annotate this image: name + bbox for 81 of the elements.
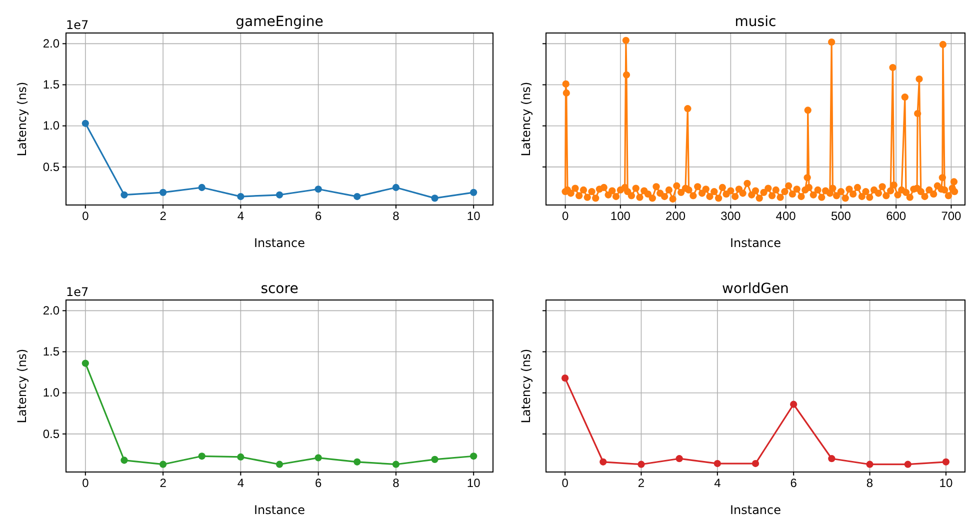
point xyxy=(470,188,478,196)
point xyxy=(82,120,89,127)
point xyxy=(120,456,128,464)
point xyxy=(600,458,607,466)
y-axis-title: Latency (ns) xyxy=(519,82,533,156)
x-tick-label: 400 xyxy=(776,209,796,224)
point xyxy=(392,184,400,192)
point xyxy=(638,460,645,468)
x-tick-label: 600 xyxy=(886,209,906,224)
x-tick-label: 8 xyxy=(392,209,400,224)
point xyxy=(354,192,361,200)
x-tick-label: 8 xyxy=(392,476,400,490)
point xyxy=(159,188,167,196)
y-tick-label: 1.5 xyxy=(42,344,60,359)
chart-title: score xyxy=(260,281,298,297)
x-tick-label: 0 xyxy=(562,476,569,490)
point xyxy=(828,455,836,462)
chart-title: music xyxy=(734,14,776,30)
y-tick-label: 0.5 xyxy=(42,160,60,174)
x-tick-label: 100 xyxy=(610,209,631,224)
text: 1e7 xyxy=(66,285,89,299)
x-tick-label: 4 xyxy=(237,476,244,490)
point xyxy=(276,460,284,468)
point xyxy=(120,191,128,198)
point xyxy=(82,360,89,367)
point xyxy=(676,455,683,462)
y-tick-label: 2.0 xyxy=(42,304,60,318)
x-tick-label: 10 xyxy=(466,209,481,224)
point xyxy=(198,184,206,192)
point xyxy=(866,460,874,468)
point xyxy=(904,460,912,468)
point xyxy=(314,186,322,193)
y-tick-label: 1.0 xyxy=(42,118,60,133)
x-tick-label: 0 xyxy=(82,476,90,490)
point xyxy=(354,458,361,466)
chart-title: worldGen xyxy=(722,281,789,297)
y-tick-label: 1.5 xyxy=(42,78,60,92)
x-tick-label: 8 xyxy=(866,476,874,490)
point xyxy=(790,400,798,408)
y-tick-label: 0.5 xyxy=(42,426,60,441)
x-tick-label: 300 xyxy=(720,209,742,224)
point xyxy=(714,460,721,468)
point xyxy=(237,453,244,461)
point xyxy=(470,452,478,460)
x-tick-label: 6 xyxy=(314,209,322,224)
y-axis-title: Latency (ns) xyxy=(519,348,533,424)
x-tick-label: 2 xyxy=(160,209,167,224)
point xyxy=(276,191,284,198)
y-tick-label: 2.0 xyxy=(42,36,60,51)
text: 1e7 xyxy=(66,18,89,32)
x-axis-title: Instance xyxy=(730,236,782,250)
x-axis-title: Instance xyxy=(254,236,306,250)
x-axis-title: Instance xyxy=(730,503,782,517)
x-tick-label: 6 xyxy=(314,476,322,490)
x-tick-label: 0 xyxy=(82,209,90,224)
point xyxy=(392,460,400,468)
x-tick-label: 10 xyxy=(939,476,953,490)
point xyxy=(431,456,438,463)
chart-title: gameEngine xyxy=(236,14,324,30)
x-tick-label: 200 xyxy=(666,209,686,224)
point xyxy=(752,460,760,468)
x-tick-label: 0 xyxy=(562,209,569,224)
x-tick-label: 4 xyxy=(237,209,244,224)
point xyxy=(159,460,167,468)
point xyxy=(431,194,438,202)
y-axis-title: Latency (ns) xyxy=(15,82,29,156)
x-tick-label: 10 xyxy=(466,476,481,490)
x-tick-label: 2 xyxy=(160,476,167,490)
point xyxy=(942,458,950,466)
x-tick-label: 4 xyxy=(714,476,722,490)
x-tick-label: 500 xyxy=(830,209,852,224)
x-tick-label: 6 xyxy=(790,476,798,490)
x-axis-title: Instance xyxy=(254,503,306,517)
y-tick-label: 1.0 xyxy=(42,386,60,400)
point xyxy=(561,374,569,382)
point xyxy=(198,452,206,460)
x-tick-label: 700 xyxy=(941,209,962,224)
point xyxy=(314,454,322,462)
x-tick-label: 2 xyxy=(638,476,645,490)
y-axis-title: Latency (ns) xyxy=(15,348,29,424)
point xyxy=(237,192,244,200)
